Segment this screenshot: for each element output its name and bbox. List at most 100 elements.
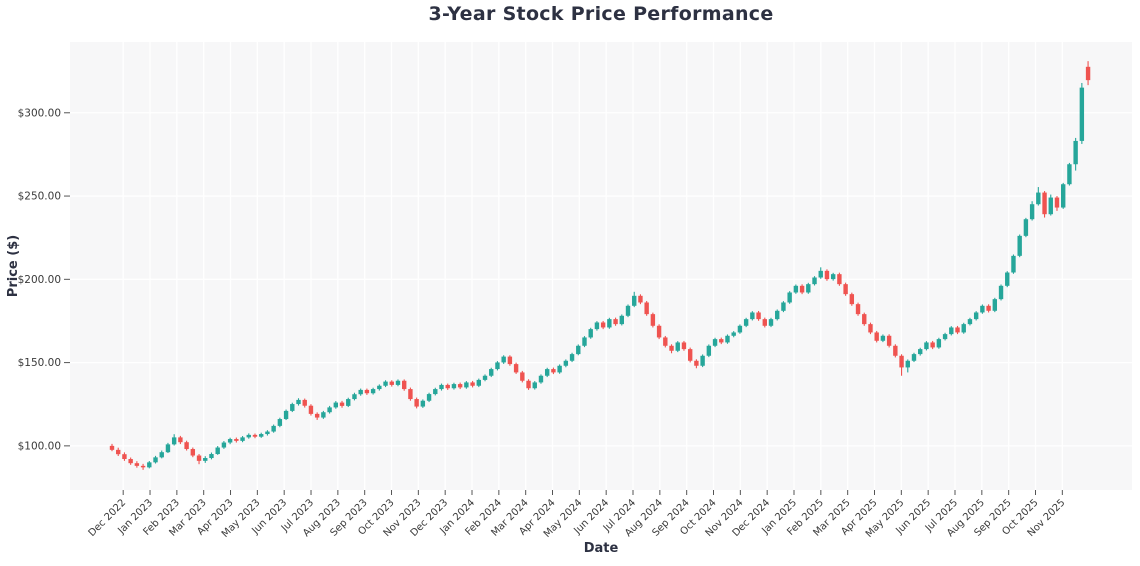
candle-down: [414, 399, 419, 407]
candle-down: [681, 342, 687, 350]
candle-down: [600, 322, 606, 328]
candle-down: [1054, 197, 1060, 208]
candle-up: [1048, 197, 1053, 215]
candle-up: [949, 327, 954, 335]
candle-up: [203, 458, 208, 461]
candle-up: [812, 277, 817, 285]
candle-up: [1036, 192, 1041, 205]
candle-up: [781, 302, 786, 311]
candle-down: [862, 314, 867, 325]
candle-down: [252, 434, 258, 437]
candle-up: [159, 452, 164, 458]
candle-up: [171, 437, 177, 445]
candle-up: [420, 400, 426, 407]
candle-up: [1017, 235, 1022, 256]
candle-down: [756, 312, 761, 320]
chart-title: 3-Year Stock Price Performance: [428, 3, 774, 25]
candle-down: [408, 389, 413, 400]
candle-up: [731, 332, 736, 336]
candle-up: [806, 284, 811, 293]
candle-up: [240, 437, 245, 441]
candle-up: [775, 310, 780, 320]
candle-up: [737, 325, 743, 333]
candle-up: [370, 389, 376, 394]
candle-down: [526, 380, 531, 389]
candle-up: [1073, 140, 1078, 165]
candle-down: [650, 314, 656, 326]
candle-up: [482, 375, 488, 380]
candle-down: [520, 372, 525, 381]
candle-down: [134, 463, 140, 466]
candle-up: [818, 270, 823, 278]
candle-up: [992, 299, 998, 311]
candle-up: [544, 369, 550, 376]
candle-down: [687, 349, 693, 361]
candle-up: [980, 305, 985, 313]
candle-up: [333, 402, 339, 408]
candle-up: [352, 394, 357, 400]
candle-down: [389, 381, 394, 385]
candle-down: [190, 449, 196, 456]
candle-down: [507, 356, 513, 365]
y-tick-label: $150.00: [18, 357, 61, 369]
candle-up: [1061, 184, 1066, 208]
candle-down: [855, 304, 861, 315]
candle-up: [464, 382, 469, 388]
candle-up: [619, 315, 624, 325]
candle-down: [184, 442, 189, 450]
candle-down: [116, 449, 121, 455]
candle-up: [346, 399, 351, 406]
candle-up: [439, 384, 444, 390]
candle-up: [576, 345, 581, 355]
candle-up: [433, 389, 438, 395]
candle-up: [725, 335, 730, 343]
candle-down: [638, 295, 643, 303]
candle-up: [290, 404, 295, 411]
candle-down: [663, 337, 668, 346]
candle-up: [961, 324, 966, 333]
candle-down: [613, 319, 618, 325]
candle-up: [501, 356, 506, 363]
candle-up: [1023, 219, 1029, 236]
candle-down: [445, 384, 450, 389]
candle-up: [918, 349, 923, 355]
candle-up: [283, 410, 289, 420]
candle-up: [321, 412, 326, 418]
candle-down: [656, 325, 662, 338]
candle-up: [594, 322, 600, 330]
candle-down: [824, 270, 830, 280]
candle-up: [153, 457, 158, 463]
candle-down: [314, 413, 320, 418]
candle-down: [874, 332, 879, 341]
candle-up: [358, 389, 363, 395]
candle-down: [986, 305, 991, 311]
candle-down: [109, 445, 115, 450]
candle-down: [513, 364, 519, 373]
candle-down: [868, 324, 873, 333]
candle-down: [1085, 66, 1091, 81]
candle-down: [644, 302, 649, 315]
x-axis-title: Date: [583, 541, 619, 556]
candle-up: [277, 419, 283, 426]
candle-up: [147, 462, 152, 468]
candle-up: [215, 447, 220, 455]
candle-up: [924, 342, 929, 350]
candle-down: [178, 437, 183, 443]
candle-up: [377, 385, 382, 390]
candle-up: [625, 305, 631, 316]
candle-down: [140, 465, 146, 468]
y-tick-label: $300.00: [18, 107, 61, 119]
candle-down: [1042, 192, 1047, 215]
candle-up: [451, 384, 457, 389]
candle-down: [551, 369, 556, 373]
candle-up: [1067, 164, 1072, 185]
candle-down: [719, 339, 724, 343]
candle-up: [582, 337, 587, 346]
candle-up: [967, 319, 973, 325]
candle-up: [395, 380, 401, 385]
candle-up: [532, 382, 537, 389]
candle-up: [209, 454, 214, 459]
candle-up: [675, 342, 680, 351]
candle-up: [973, 312, 979, 320]
